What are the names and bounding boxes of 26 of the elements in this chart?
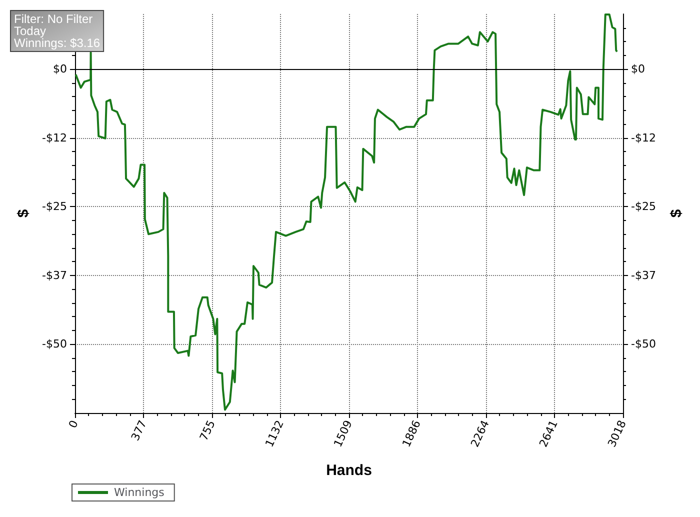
y2-tick-label: $0 — [631, 62, 645, 76]
x-tick-label: 0 — [66, 418, 81, 430]
y-tick-label: -$25 — [42, 200, 67, 214]
x-axis-title: Hands — [326, 462, 372, 479]
legend-label: Winnings — [114, 486, 165, 499]
annotation: Winnings: $3.16 — [14, 36, 100, 50]
x-tick-label: 377 — [128, 418, 150, 443]
y-tick-label: -$12 — [42, 131, 67, 144]
x-tick-label: 1509 — [331, 418, 355, 450]
x-tick-label: 755 — [197, 418, 218, 443]
y2-tick-label: -$25 — [631, 200, 656, 214]
x-tick-label: 3018 — [605, 418, 629, 450]
y2-tick-label: -$37 — [631, 268, 656, 282]
y-axis-title: $ — [15, 208, 32, 218]
text: Today — [14, 24, 46, 38]
x-tick-label: 2264 — [468, 418, 492, 450]
y-tick-label: -$37 — [42, 268, 67, 282]
x-tick-label: 1132 — [262, 418, 286, 450]
y2-axis-title: $ — [668, 208, 685, 218]
y2-tick-label: -$12 — [631, 131, 656, 144]
x-tick-label: 1886 — [400, 418, 424, 450]
y-tick-label: -$50 — [42, 338, 67, 351]
annotation: Filter: No Filter — [14, 12, 93, 26]
x-tick-label: 2641 — [536, 418, 560, 450]
y-tick-label: $0 — [53, 62, 67, 76]
y2-tick-label: -$50 — [631, 338, 656, 351]
